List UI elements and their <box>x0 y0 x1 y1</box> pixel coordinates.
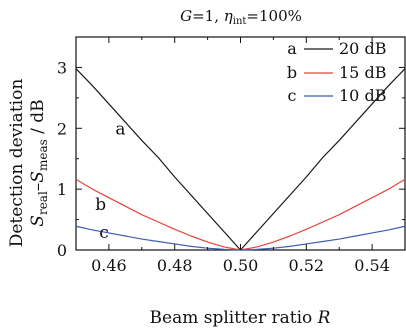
y-ticks: 0 1 2 3 <box>57 58 405 260</box>
curve-labels: a bc <box>95 119 125 242</box>
curve-label-c: c <box>99 223 109 243</box>
curve-label-b: b <box>95 195 106 215</box>
y-axis-label-line1: Detection deviation <box>7 79 27 248</box>
y-axis-label: Detection deviation Sreal–Smeas / dB <box>7 79 50 248</box>
y-axis-label-line2: Sreal–Smeas / dB <box>28 99 50 226</box>
chart-title: G=1, ηint=100% <box>180 7 302 27</box>
rich-text-part: meas <box>36 139 50 171</box>
x-tick-label: 0.54 <box>354 256 390 275</box>
legend-letter-b: b <box>287 63 297 82</box>
rich-text-part: Beam splitter ratio <box>150 308 318 328</box>
legend-label-a: 20 dB <box>339 39 386 58</box>
rich-text-part: S <box>28 171 48 183</box>
x-tick-label: 0.52 <box>288 256 324 275</box>
legend-label-b: 15 dB <box>339 63 386 82</box>
legend-letter-c: c <box>288 86 297 105</box>
series-line-b <box>75 178 406 251</box>
y-tick-label: 1 <box>57 180 67 199</box>
rich-text-part: =100% <box>246 7 301 25</box>
x-axis-label: Beam splitter ratio R <box>150 308 331 328</box>
x-tick-label: 0.48 <box>157 256 193 275</box>
x-tick-label: 0.46 <box>91 256 127 275</box>
rich-text-part: G <box>180 7 192 25</box>
legend-label-c: 10 dB <box>339 86 386 105</box>
rich-text-part: η <box>224 7 233 25</box>
rich-text-part: S <box>28 215 48 227</box>
y-tick-label: 2 <box>57 119 67 138</box>
y-tick-label: 0 <box>57 241 67 260</box>
rich-text-part: =1, <box>192 7 224 25</box>
rich-text-part: – <box>28 183 48 192</box>
rich-text-part: real <box>36 191 50 215</box>
curve-label-a: a <box>115 119 125 139</box>
legend-letter-a: a <box>287 39 297 58</box>
rich-text-part: R <box>317 308 331 328</box>
x-tick-label: 0.50 <box>223 256 259 275</box>
rich-text-part: / dB <box>28 99 48 139</box>
y-tick-label: 3 <box>57 58 67 77</box>
legend: a 20 dB b 15 dB c 10 dB <box>287 39 387 105</box>
rich-text-part: int <box>233 16 247 27</box>
